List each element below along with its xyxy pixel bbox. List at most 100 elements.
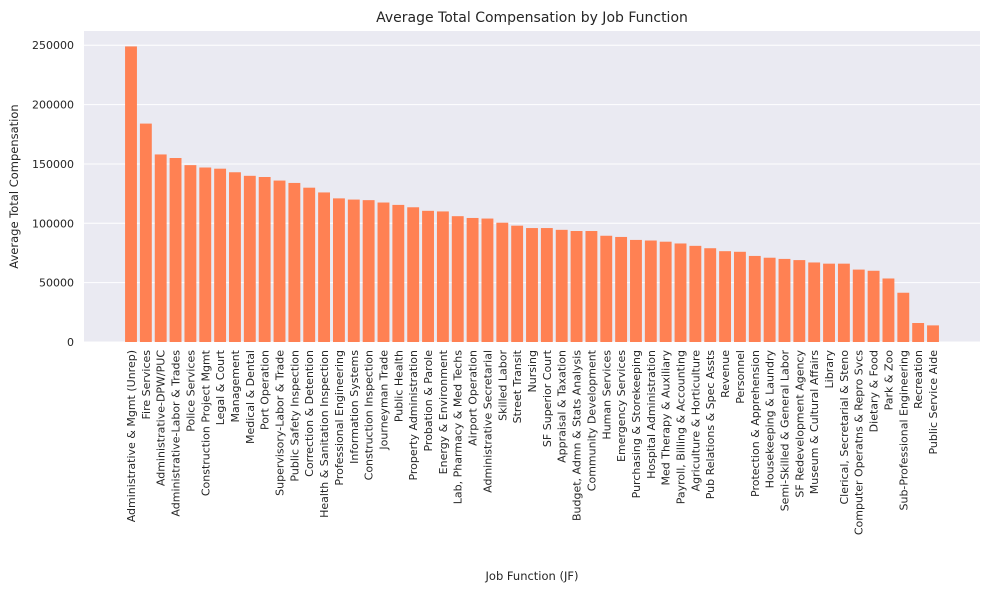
bar xyxy=(199,167,212,342)
bar xyxy=(600,235,613,342)
x-tick-label: Computer Operatns & Repro Svcs xyxy=(853,350,866,535)
x-tick-label: Park & Zoo xyxy=(882,350,895,411)
y-tick-label: 250000 xyxy=(32,39,74,52)
x-tick-label: Health & Sanitation Inspection xyxy=(318,350,331,518)
bar xyxy=(570,231,583,342)
bar xyxy=(332,198,345,342)
x-tick-label: Administrative & Mgmt (Unrep) xyxy=(125,350,138,522)
bar xyxy=(273,180,286,342)
y-tick-label: 150000 xyxy=(32,158,74,171)
x-tick-label: Supervisory-Labor & Trade xyxy=(274,350,287,496)
bar xyxy=(585,231,598,342)
bar xyxy=(837,263,850,342)
x-tick-label: Protection & Apprehension xyxy=(749,350,762,497)
bar xyxy=(154,154,167,342)
bar xyxy=(823,263,835,342)
bar xyxy=(912,323,925,342)
x-tick-label: Museum & Cultural Affairs xyxy=(808,350,821,494)
x-tick-label: Nursing xyxy=(526,350,539,392)
x-tick-label: Lab, Pharmacy & Med Techs xyxy=(452,350,465,504)
x-tick-label: Public Service Aide xyxy=(927,350,940,455)
x-tick-label: Airport Operation xyxy=(467,350,480,446)
bar xyxy=(214,168,227,342)
bar xyxy=(615,236,628,342)
bar xyxy=(778,258,791,342)
x-tick-label: Human Services xyxy=(600,350,613,440)
bar xyxy=(867,270,880,342)
y-tick-label: 200000 xyxy=(32,99,74,112)
x-tick-label: SF Superior Court xyxy=(541,349,554,447)
bar xyxy=(288,182,301,342)
y-tick-label: 0 xyxy=(67,336,74,349)
bar xyxy=(748,255,761,342)
x-tick-label: Construction Inspection xyxy=(363,350,376,480)
x-tick-label: Public Health xyxy=(392,350,405,422)
x-tick-label: Information Systems xyxy=(348,350,361,464)
bar xyxy=(481,218,494,342)
bar xyxy=(927,325,939,342)
x-tick-label: Personnel xyxy=(734,350,747,404)
x-tick-label: Police Services xyxy=(184,350,197,432)
x-tick-label: Property Administration xyxy=(407,350,420,481)
bar xyxy=(511,225,524,342)
x-tick-label: Legal & Court xyxy=(214,349,227,425)
x-tick-label: Housekeeping & Laundry xyxy=(764,350,777,489)
x-tick-label: Hospital Administration xyxy=(645,350,658,479)
bar xyxy=(407,207,420,342)
x-tick-label: Energy & Environment xyxy=(437,349,450,474)
y-axis-ticks: 0 50000 100000 150000 200000 250000 xyxy=(32,39,74,349)
x-tick-label: Sub-Professional Engineering xyxy=(897,350,910,511)
x-tick-label: Skilled Labor xyxy=(496,350,509,421)
bar xyxy=(125,46,137,343)
bar xyxy=(303,187,316,342)
bar xyxy=(808,262,821,342)
y-axis-label: Average Total Compensation xyxy=(7,104,21,268)
x-tick-label: Purchasing & Storekeeping xyxy=(630,350,643,498)
x-tick-label: Community Development xyxy=(585,349,598,491)
x-tick-label: Administrative Secretarial xyxy=(481,350,494,493)
y-tick-label: 50000 xyxy=(39,277,74,290)
bar xyxy=(229,172,241,342)
bar xyxy=(852,269,865,342)
x-tick-label: Appraisal & Taxation xyxy=(556,350,569,463)
x-tick-label: Pub Relations & Spec Assts xyxy=(704,350,717,500)
bar xyxy=(659,241,672,342)
bar xyxy=(243,175,256,342)
x-tick-label: Port Operation xyxy=(259,350,272,430)
x-tick-label: Administrative-DPW/PUC xyxy=(155,350,168,486)
x-tick-label: Street Transit xyxy=(511,349,524,423)
bar xyxy=(139,123,152,342)
x-tick-label: Library xyxy=(823,350,836,389)
bar xyxy=(526,228,538,342)
x-tick-label: Construction Project Mgmt xyxy=(199,349,212,496)
x-tick-label: Budget, Admn & Stats Analysis xyxy=(571,350,584,521)
x-tick-label: Administrative-Labor & Trades xyxy=(170,350,183,517)
x-tick-label: Probation & Parole xyxy=(422,350,435,452)
x-tick-label: Semi-Skilled & General Labor xyxy=(778,350,791,512)
bar xyxy=(362,200,375,342)
chart-title: Average Total Compensation by Job Functi… xyxy=(376,10,688,26)
x-tick-label: Clerical, Secretarial & Steno xyxy=(838,350,851,505)
x-tick-label: Dietary & Food xyxy=(868,350,881,432)
x-tick-label: Recreation xyxy=(912,350,925,409)
bar xyxy=(184,165,197,342)
x-tick-label: Emergency Services xyxy=(615,350,628,462)
bar xyxy=(897,292,910,342)
bar xyxy=(793,260,806,342)
bar xyxy=(763,257,776,342)
bar xyxy=(555,229,568,342)
bar xyxy=(689,245,702,342)
bar xyxy=(377,202,390,342)
bar xyxy=(496,222,509,342)
bar xyxy=(422,210,434,342)
x-axis-label: Job Function (JF) xyxy=(485,569,579,583)
bar xyxy=(882,278,895,342)
x-tick-label: Journeyman Trade xyxy=(377,350,390,451)
x-tick-label: Fire Services xyxy=(140,350,153,420)
y-tick-label: 100000 xyxy=(32,217,74,230)
x-tick-label: Professional Engineering xyxy=(333,350,346,486)
bar xyxy=(704,248,717,342)
bars xyxy=(125,46,939,343)
x-tick-label: Management xyxy=(229,349,242,422)
